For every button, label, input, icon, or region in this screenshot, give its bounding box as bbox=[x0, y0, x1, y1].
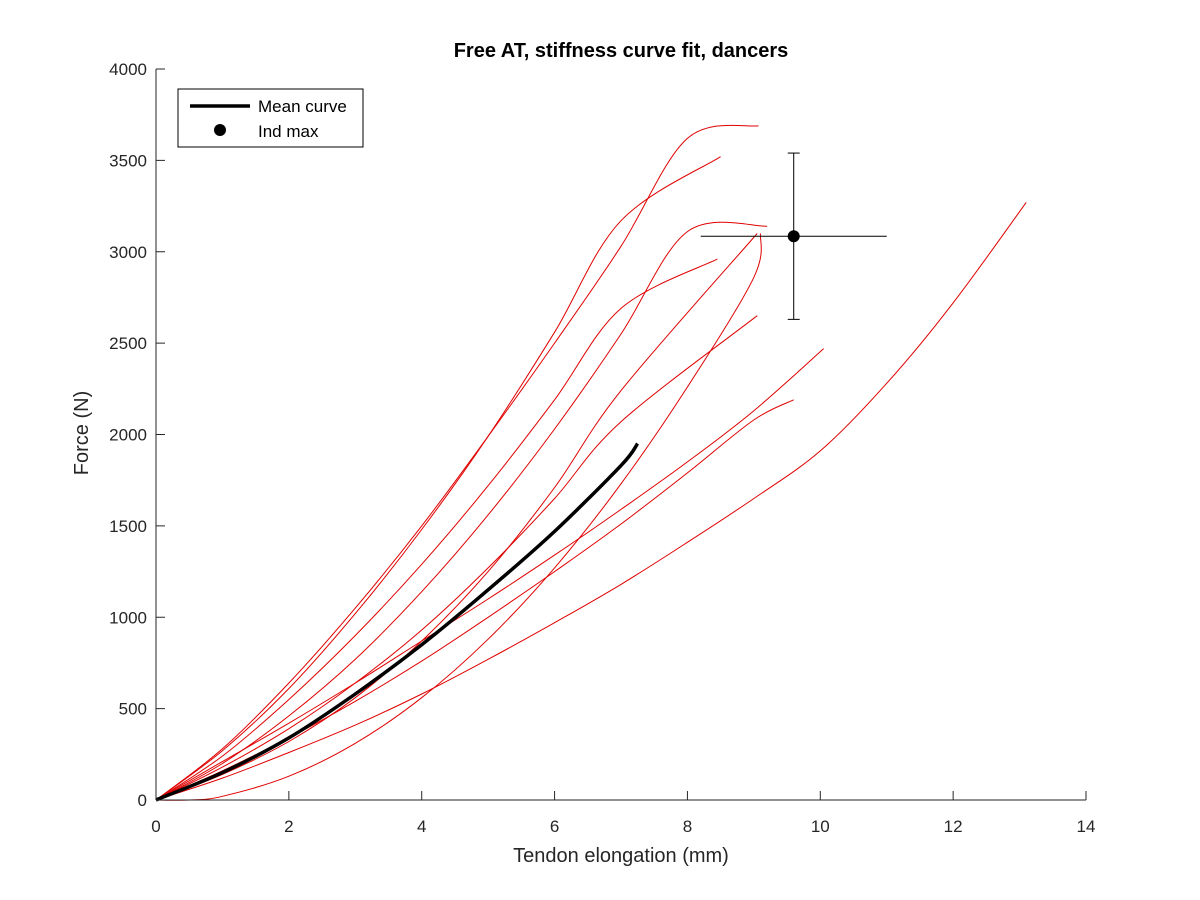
x-tick-label: 14 bbox=[1077, 817, 1096, 836]
y-tick-label: 1500 bbox=[109, 517, 147, 536]
individual-curve-2 bbox=[155, 156, 721, 801]
ind-max-point bbox=[787, 230, 800, 243]
y-tick-label: 4000 bbox=[109, 60, 147, 79]
x-tick-label: 10 bbox=[811, 817, 830, 836]
x-axis-label: Tendon elongation (mm) bbox=[513, 845, 729, 867]
legend-dot-icon bbox=[214, 124, 226, 136]
legend: Mean curve Ind max bbox=[177, 88, 364, 148]
x-tick-label: 4 bbox=[417, 817, 426, 836]
plot-area bbox=[155, 124, 1027, 802]
individual-curve-7 bbox=[155, 348, 824, 801]
y-tick-label: 0 bbox=[138, 791, 147, 810]
y-tick-label: 3000 bbox=[109, 243, 147, 262]
individual-curve-10 bbox=[155, 233, 762, 801]
y-tick-label: 1000 bbox=[109, 608, 147, 627]
x-tick-label: 2 bbox=[284, 817, 293, 836]
x-tick-label: 12 bbox=[944, 817, 963, 836]
legend-entry-indmax: Ind max bbox=[258, 122, 319, 141]
y-tick-label: 2000 bbox=[109, 426, 147, 445]
x-tick-label: 0 bbox=[151, 817, 160, 836]
x-tick-label: 6 bbox=[550, 817, 559, 836]
y-tick-label: 500 bbox=[119, 700, 147, 719]
y-tick-label: 3500 bbox=[109, 151, 147, 170]
individual-curve-3 bbox=[155, 258, 718, 801]
y-tick-label: 2500 bbox=[109, 334, 147, 353]
mean-curve-line bbox=[155, 442, 640, 802]
chart-title: Free AT, stiffness curve fit, dancers bbox=[454, 40, 789, 62]
individual-curve-4 bbox=[155, 221, 768, 801]
y-axis-label: Force (N) bbox=[71, 391, 93, 475]
axes: 0 2 4 6 8 10 12 14 0 500 1000 1500 2000 2500 3000 3500 4… bbox=[109, 60, 1095, 836]
legend-entry-mean: Mean curve bbox=[258, 97, 347, 116]
individual-curve-9 bbox=[155, 202, 1027, 801]
x-tick-label: 8 bbox=[683, 817, 692, 836]
legend-box bbox=[177, 88, 364, 148]
individual-curve-1 bbox=[155, 124, 759, 801]
individual-curve-6 bbox=[155, 315, 758, 801]
individual-curve-5 bbox=[155, 233, 758, 801]
